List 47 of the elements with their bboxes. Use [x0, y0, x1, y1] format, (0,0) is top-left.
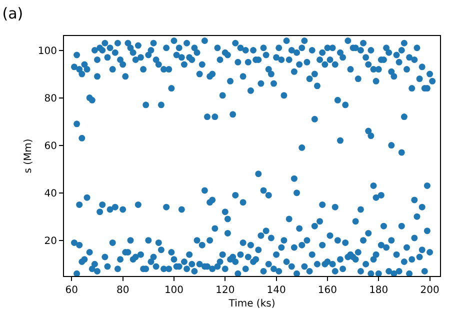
- y-tick-label: 80: [44, 93, 57, 104]
- point: [400, 114, 408, 120]
- x-tick-label: 160: [318, 285, 338, 296]
- point: [378, 192, 384, 198]
- point: [265, 192, 272, 198]
- point: [319, 201, 326, 208]
- point: [290, 175, 298, 182]
- x-tick-label: 100: [164, 285, 184, 296]
- point: [370, 182, 377, 189]
- y-tick-label: 60: [44, 140, 57, 152]
- x-axis-title: Time (ks): [228, 298, 276, 310]
- point: [372, 194, 380, 201]
- y-axis-title: s (Mm): [22, 138, 34, 174]
- point: [336, 137, 344, 144]
- y-tick-label: 40: [44, 188, 57, 200]
- point: [260, 187, 267, 194]
- x-tick-label: 180: [369, 285, 388, 296]
- x-tick-label: 80: [116, 285, 130, 296]
- x-tick-label: 200: [420, 285, 440, 296]
- point: [209, 196, 216, 204]
- point: [365, 128, 372, 134]
- point: [74, 120, 80, 128]
- x-tick-label: 140: [266, 285, 286, 296]
- point: [352, 218, 359, 225]
- point: [398, 149, 405, 156]
- x-tick-label: 60: [65, 285, 78, 296]
- point: [224, 216, 231, 222]
- point: [240, 199, 246, 206]
- point: [294, 190, 300, 196]
- y-tick-label: 20: [44, 236, 57, 247]
- point: [388, 142, 395, 149]
- y-tick-label: 100: [38, 46, 57, 57]
- point: [255, 170, 262, 178]
- point: [78, 134, 86, 142]
- point: [222, 208, 228, 216]
- x-tick-label: 120: [216, 285, 235, 296]
- point: [418, 204, 426, 210]
- point: [232, 192, 239, 198]
- point: [332, 204, 338, 210]
- chart-title: (a): [2, 4, 24, 23]
- point: [424, 182, 430, 189]
- point: [368, 132, 374, 140]
- point: [357, 206, 364, 213]
- point: [201, 187, 208, 194]
- point: [311, 116, 318, 122]
- point: [411, 196, 418, 204]
- point: [298, 144, 306, 151]
